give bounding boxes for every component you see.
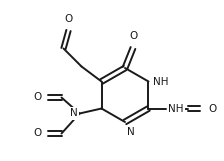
Text: N: N: [70, 109, 78, 118]
Text: N: N: [127, 127, 135, 137]
Text: O: O: [64, 14, 73, 24]
Text: O: O: [33, 128, 41, 138]
Text: O: O: [129, 31, 137, 41]
Text: NH: NH: [153, 76, 169, 86]
Text: O: O: [33, 93, 41, 103]
Text: NH: NH: [168, 104, 184, 114]
Text: O: O: [209, 104, 217, 114]
